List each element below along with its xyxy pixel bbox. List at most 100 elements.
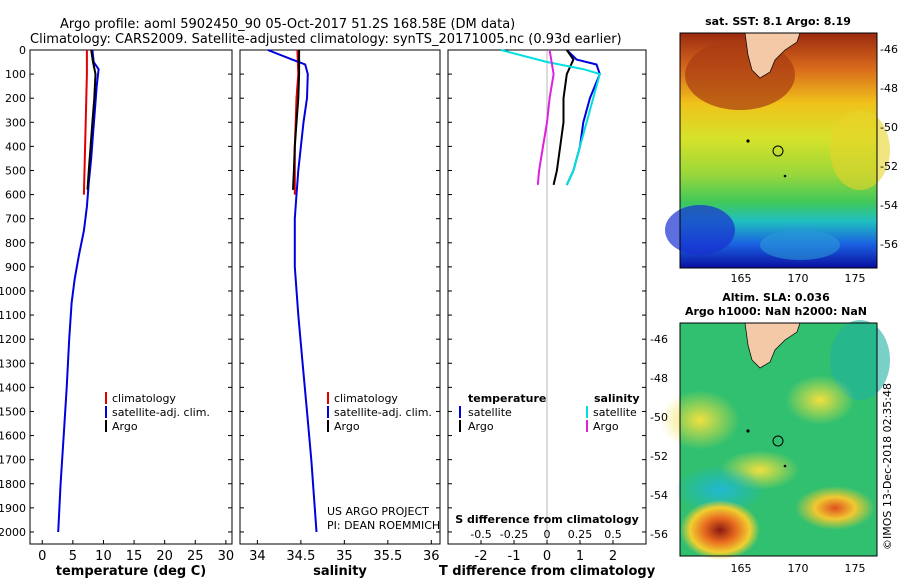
series-argo: [86, 49, 97, 190]
s-tick-label: 0: [544, 528, 551, 541]
salinity-legend: climatology satellite-adj. clim. Argo: [327, 392, 432, 433]
series-climatology: [82, 50, 88, 195]
s-tick-label: -0.5: [470, 528, 491, 541]
svg-text:170: 170: [788, 562, 809, 575]
x-tick-label: 36: [423, 549, 440, 564]
depth-tick-label: 200: [5, 92, 26, 105]
x-tick-label: 15: [126, 549, 143, 564]
argo-position-marker-2: [772, 435, 784, 447]
s-tick-label: 0.5: [604, 528, 622, 541]
s-tick-label: -0.25: [500, 528, 528, 541]
sla-map-title-line1: Altim. SLA: 0.036: [722, 291, 830, 304]
imos-timestamp: ©IMOS 13-Dec-2018 02:35:48: [881, 383, 894, 550]
depth-tick-label: 600: [5, 189, 26, 202]
depth-tick-label: 100: [5, 68, 26, 81]
x-tick-label: 0: [543, 549, 551, 564]
salinity-xlabel: salinity: [313, 564, 367, 579]
credit-line1: US ARGO PROJECT: [327, 505, 429, 518]
sst-map-axes: -46 -48 -50 -52 -54 -56 165 170 175: [731, 43, 898, 285]
depth-tick-label: 1600: [0, 430, 26, 443]
difference-plot: [500, 49, 602, 544]
tdiff-xlabel: T difference from climatology: [439, 564, 656, 579]
x-tick-label: -2: [475, 549, 488, 564]
svg-text:-56: -56: [650, 528, 668, 541]
depth-tick-label: 2000: [0, 526, 26, 539]
figure-title-line1: Argo profile: aoml 5902450_90 05-Oct-201…: [60, 17, 515, 32]
depth-tick-label: 1300: [0, 357, 26, 370]
svg-text:-54: -54: [880, 199, 898, 212]
depth-tick-label: 1800: [0, 478, 26, 491]
sdiff-xlabel: S difference from climatology: [455, 513, 639, 526]
temperature-xlabel: temperature (deg C): [56, 564, 206, 579]
svg-text:-46: -46: [650, 333, 668, 346]
series-temperature-argo: [552, 49, 575, 186]
temperature-panel: [29, 49, 233, 545]
svg-text:175: 175: [845, 562, 866, 575]
temperature-legend: climatology satellite-adj. clim. Argo: [105, 392, 210, 433]
series-satellite-adj-clim-: [57, 49, 100, 533]
legend-s-argo: Argo: [593, 420, 619, 433]
x-tick-label: 30: [218, 549, 235, 564]
x-tick-label: 1: [576, 549, 584, 564]
svg-text:-50: -50: [880, 121, 898, 134]
credit-line2: PI: DEAN ROEMMICH: [327, 519, 440, 532]
series-satellite-adj-clim-: [267, 49, 318, 533]
s-tick-label: 0.25: [568, 528, 593, 541]
depth-tick-label: 800: [5, 237, 26, 250]
svg-text:165: 165: [731, 272, 752, 285]
svg-text:-54: -54: [650, 489, 668, 502]
svg-text:-56: -56: [880, 238, 898, 251]
sst-map: [665, 32, 890, 268]
legend-climatology-2: climatology: [334, 392, 398, 405]
legend-s-satellite: satellite: [593, 406, 637, 419]
legend-climatology: climatology: [112, 392, 176, 405]
series-salinity-argo: [536, 49, 555, 185]
land-new-zealand-icon-2: [744, 322, 801, 369]
svg-text:-52: -52: [650, 450, 668, 463]
x-tick-label: 34.5: [286, 549, 315, 564]
depth-tick-label: 1700: [0, 454, 26, 467]
x-tick-label: 5: [69, 549, 77, 564]
depth-axis: 0 100 200 300 400 500 600 700 800 900 1000 1100 1200…: [0, 44, 646, 539]
legend-salinity-heading: salinity: [594, 392, 640, 405]
sla-map-axes: -46 -48 -50 -52 -54 -56 165 170 175: [650, 333, 866, 575]
depth-tick-label: 700: [5, 213, 26, 226]
legend-t-argo: Argo: [468, 420, 494, 433]
x-tick-label: 34: [249, 549, 266, 564]
depth-tick-label: 300: [5, 116, 26, 129]
legend-argo: Argo: [112, 420, 138, 433]
svg-text:165: 165: [731, 562, 752, 575]
depth-tick-label: 400: [5, 140, 26, 153]
x-tick-label: 35: [336, 549, 353, 564]
argo-position-marker: [772, 145, 784, 157]
svg-text:-52: -52: [880, 160, 898, 173]
series-argo: [292, 50, 301, 190]
sla-map-title-line2: Argo h1000: NaN h2000: NaN: [685, 305, 867, 318]
x-tick-label: 2: [609, 549, 617, 564]
svg-text:-48: -48: [650, 372, 668, 385]
x-tick-label: 20: [156, 549, 173, 564]
depth-tick-label: 1900: [0, 502, 26, 515]
x-tick-label: 0: [38, 549, 46, 564]
depth-tick-label: 1000: [0, 285, 26, 298]
difference-legend: temperature satellite Argo salinity sate…: [459, 392, 640, 433]
depth-tick-label: 1400: [0, 381, 26, 394]
x-axes: 0 5 10 15 20 25 30 34 34.5 35 35.5 36 -2 -1 0 1 2 -0.5 -0.…: [38, 528, 622, 564]
series-temperature-satellite: [565, 49, 601, 186]
depth-tick-label: 500: [5, 164, 26, 177]
svg-text:170: 170: [788, 272, 809, 285]
depth-tick-label: 1500: [0, 405, 26, 418]
temperature-plot: [57, 49, 100, 533]
legend-satellite-adj-2: satellite-adj. clim.: [334, 406, 432, 419]
x-tick-label: -1: [508, 549, 521, 564]
legend-t-satellite: satellite: [468, 406, 512, 419]
figure-title-line2: Climatology: CARS2009. Satellite-adjuste…: [30, 32, 622, 47]
svg-text:-46: -46: [880, 43, 898, 56]
depth-tick-label: 900: [5, 261, 26, 274]
depth-tick-label: 0: [19, 44, 26, 57]
svg-text:-50: -50: [650, 411, 668, 424]
depth-tick-label: 1200: [0, 333, 26, 346]
x-tick-label: 35.5: [373, 549, 402, 564]
legend-satellite-adj: satellite-adj. clim.: [112, 406, 210, 419]
